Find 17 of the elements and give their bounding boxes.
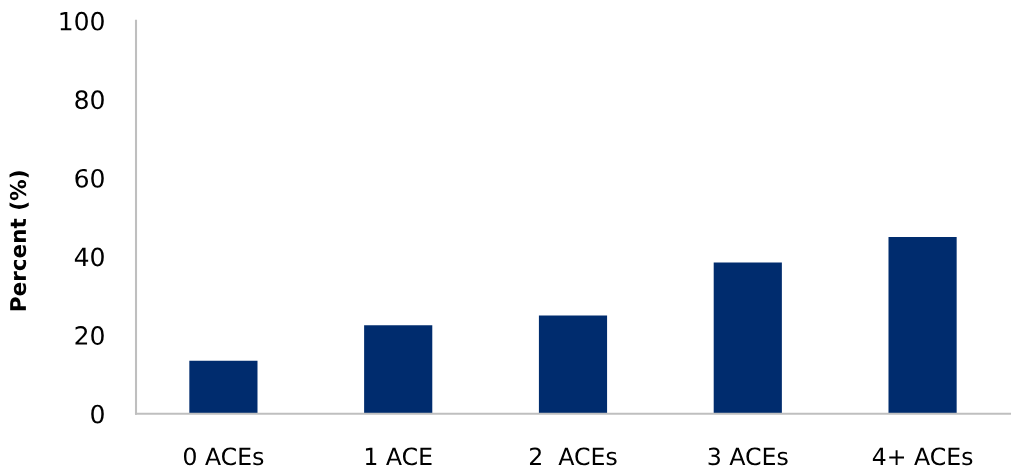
- y-tick-label: 80: [75, 90, 104, 110]
- bar: [713, 262, 782, 414]
- bar: [364, 325, 433, 414]
- bar: [538, 315, 608, 414]
- x-tick-label: 3 ACEs: [708, 447, 788, 466]
- y-tick-label: 20: [75, 326, 104, 345]
- y-tick-label: 40: [74, 247, 104, 267]
- x-tick-label: 2 ACEs: [529, 447, 617, 466]
- x-tick-label: 0 ACEs: [183, 447, 264, 466]
- y-tick-label: 0: [91, 404, 104, 424]
- bar: [189, 360, 258, 414]
- y-tick-label: 60: [75, 168, 104, 188]
- x-tick-label: 4+ ACEs: [872, 447, 973, 466]
- y-tick-label: 100: [60, 11, 104, 31]
- bar: [888, 236, 957, 414]
- x-tick-label: 1 ACE: [365, 447, 432, 466]
- y-axis-title: Percent (%): [9, 171, 29, 311]
